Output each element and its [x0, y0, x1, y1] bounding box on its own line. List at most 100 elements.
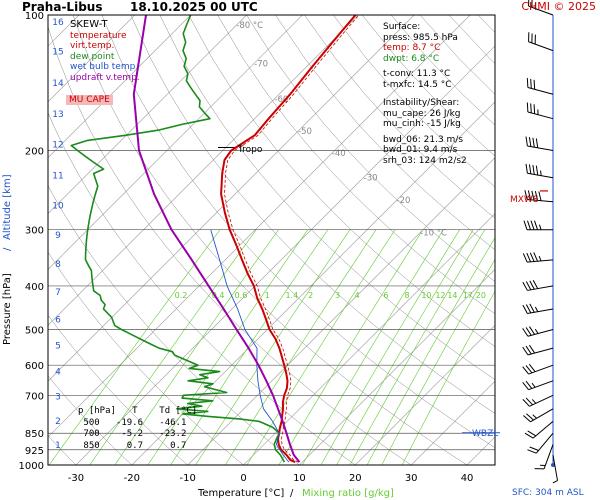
instability-title: Instability/Shear: — [383, 98, 460, 108]
dry-adiabat-line — [477, 15, 495, 33]
isotherm-label: -40 — [332, 149, 346, 159]
altitude-tick-label: 5 — [55, 342, 61, 352]
wind-barb-flag — [532, 137, 535, 148]
wind-barb — [523, 408, 554, 423]
mxws-label: MXWS — [510, 195, 539, 205]
wind-barb-flag — [528, 363, 536, 372]
wind-barb — [522, 326, 554, 337]
surface-press: press: 985.5 hPa — [383, 32, 458, 43]
mixing-ratio-label: 17 — [463, 291, 473, 300]
isotherm-label: -70 — [254, 59, 268, 69]
bwd01-value: bwd_01: 9.4 m/s — [383, 145, 458, 155]
dry-adiabat-line — [48, 435, 77, 465]
mixing-ratio-line — [336, 229, 474, 465]
pressure-tick-label: 600 — [25, 361, 44, 372]
wind-barb-flag — [530, 220, 535, 230]
wind-barb-flag — [526, 102, 529, 113]
station-title: Praha-Libus — [22, 0, 103, 14]
wind-barb-staff — [527, 87, 554, 95]
mixing-ratio-label: 4 — [355, 291, 360, 300]
wind-barb-flag — [522, 328, 529, 337]
surface-title: Surface: — [383, 22, 421, 32]
wind-barb — [522, 252, 554, 263]
legend-temperature: temperature — [70, 30, 127, 41]
mixing-ratio-label: 14 — [447, 291, 457, 300]
pressure-tick-label: 300 — [25, 226, 44, 237]
wind-barb-flag — [534, 191, 539, 201]
level-table-row-700: 700 -5.2 -23.2 — [78, 429, 187, 439]
isotherm-line — [354, 324, 495, 465]
wind-barb-flag — [525, 281, 532, 291]
dry-adiabat-line — [48, 375, 133, 465]
wind-barb-flag — [527, 220, 531, 230]
pressure-tick-label: 100 — [25, 11, 44, 22]
wind-barb-half-flag — [531, 399, 537, 404]
isotherm-line — [48, 15, 136, 103]
wind-barb-flag — [527, 449, 537, 454]
wind-barb — [534, 444, 554, 470]
wind-barb-flag — [529, 280, 535, 290]
isotherm-line — [48, 15, 248, 214]
copyright: CHMI © 2025 — [521, 0, 596, 13]
isotherm-line — [187, 157, 495, 465]
mu-cape-value: mu_cape: 26 J/kg — [383, 108, 461, 119]
wind-barb — [524, 190, 554, 203]
wind-barb-half-flag — [534, 328, 539, 334]
wind-barb-flag — [533, 252, 539, 262]
grid-layer: 0.2 0.4 0.6 1 1.4 2 3 4 6 8 10 12 14 17 20 25-80 °C-70-… — [48, 15, 504, 465]
wind-barb-half-flag — [540, 170, 542, 176]
wind-barb-staff — [552, 454, 559, 481]
dry-adiabat-line — [246, 15, 495, 282]
wind-barb-staff — [535, 432, 554, 454]
datetime-title: 18.10.2025 00 UTC — [130, 0, 258, 14]
wind-barb-flag — [522, 366, 529, 375]
wind-barb-flag — [522, 281, 528, 291]
wind-barb-flag — [524, 432, 534, 439]
wind-barb-flag — [524, 190, 528, 200]
temperature-tick-label: 20 — [349, 473, 362, 484]
dry-adiabat-line — [130, 15, 495, 414]
wind-barb-staff — [527, 308, 554, 314]
wind-barb-flag — [530, 78, 532, 89]
wind-barb-staff — [527, 111, 554, 120]
mu-cape-badge: MU CAPE — [66, 95, 113, 105]
mixing-ratio-line — [349, 229, 486, 465]
mixing-ratio-line — [224, 229, 377, 465]
wind-barb-flag — [525, 397, 533, 406]
legend-dew-point: dew point — [70, 51, 115, 62]
isotherm-label: -10 °C — [420, 228, 447, 238]
wind-barb-flag — [528, 164, 532, 174]
mixing-ratio-label: 25 — [494, 291, 504, 300]
pressure-tick-label: 400 — [25, 282, 44, 293]
altitude-tick-label: 16 — [52, 18, 64, 28]
pressure-tick-label: 200 — [25, 146, 44, 157]
isotherm-line — [48, 15, 415, 382]
temperature-tick-label: 30 — [405, 473, 418, 484]
legend-title: SKEW-T — [70, 19, 108, 30]
wind-barb-flag — [525, 136, 528, 147]
temperature-line — [220, 15, 357, 464]
wind-barb-flag — [529, 303, 535, 313]
xlabel-separator: / — [290, 488, 294, 499]
legend: SKEW-T temperature virt.temp. dew point … — [70, 19, 140, 83]
mixing-ratio-label: 12 — [435, 291, 445, 300]
mixing-ratio-label: 8 — [405, 291, 410, 300]
wind-barb-half-flag — [532, 414, 537, 419]
isotherm-line — [131, 101, 495, 465]
altitude-tick-label: 11 — [52, 171, 63, 181]
legend-wet-bulb: wet bulb temp. — [70, 62, 139, 72]
wind-barb-flag — [523, 220, 528, 230]
wind-barb-flag — [529, 446, 539, 451]
ylabel-altitude: Altitude [km] — [2, 174, 13, 240]
mixing-ratio-label: 0.6 — [235, 291, 248, 300]
altitude-tick-label: 15 — [52, 48, 63, 58]
wind-barb-flag — [525, 304, 532, 314]
wind-barb-staff — [527, 145, 554, 151]
wind-barb-staff — [532, 421, 554, 439]
wind-barb-flag — [529, 252, 535, 262]
mixing-ratio-label: 0.4 — [212, 291, 225, 300]
surface-temp: temp: 8.7 °C — [383, 43, 441, 53]
temperature-tick-label: -30 — [68, 473, 84, 484]
